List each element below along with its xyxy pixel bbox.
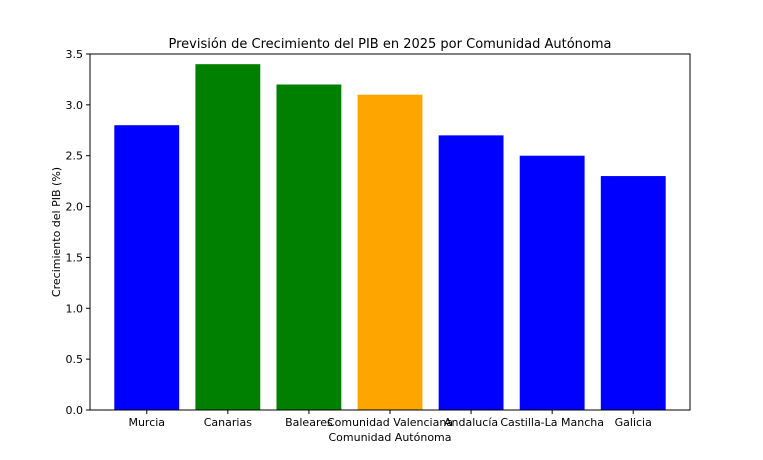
x-tick-label-4: Andalucía: [444, 416, 498, 429]
y-tick-label-6: 3.0: [66, 99, 84, 112]
x-tick-label-3: Comunidad Valenciana: [327, 416, 453, 429]
y-tick-label-5: 2.5: [66, 150, 84, 163]
bar-0: [114, 125, 180, 410]
bar-4: [438, 135, 504, 410]
bar-2: [276, 84, 342, 410]
x-tick-label-6: Galicia: [615, 416, 652, 429]
y-axis-label: Crecimiento del PIB (%): [50, 167, 63, 297]
bar-6: [600, 176, 666, 410]
y-tick-label-0: 0.0: [66, 404, 84, 417]
x-axis-label: Comunidad Autónoma: [328, 431, 451, 444]
y-tick-label-3: 1.5: [66, 251, 84, 264]
chart-title: Previsión de Crecimiento del PIB en 2025…: [168, 37, 611, 52]
y-tick-label-7: 3.5: [66, 48, 84, 61]
y-tick-label-2: 1.0: [66, 302, 84, 315]
x-tick-label-5: Castilla-La Mancha: [500, 416, 604, 429]
y-tick-label-1: 0.5: [66, 353, 84, 366]
bars-group: [114, 64, 666, 411]
x-tick-label-2: Baleares: [285, 416, 333, 429]
bar-3: [357, 94, 423, 410]
plot-frame: [89, 53, 691, 411]
x-tick-label-1: Canarias: [204, 416, 252, 429]
bar-5: [519, 155, 585, 410]
bar-1: [195, 64, 261, 411]
y-axis: 0.0 0.5 1.0 1.5 2.0 2.5 3.0 3.5: [66, 48, 90, 417]
x-tick-label-0: Murcia: [128, 416, 165, 429]
y-tick-label-4: 2.0: [66, 201, 84, 214]
